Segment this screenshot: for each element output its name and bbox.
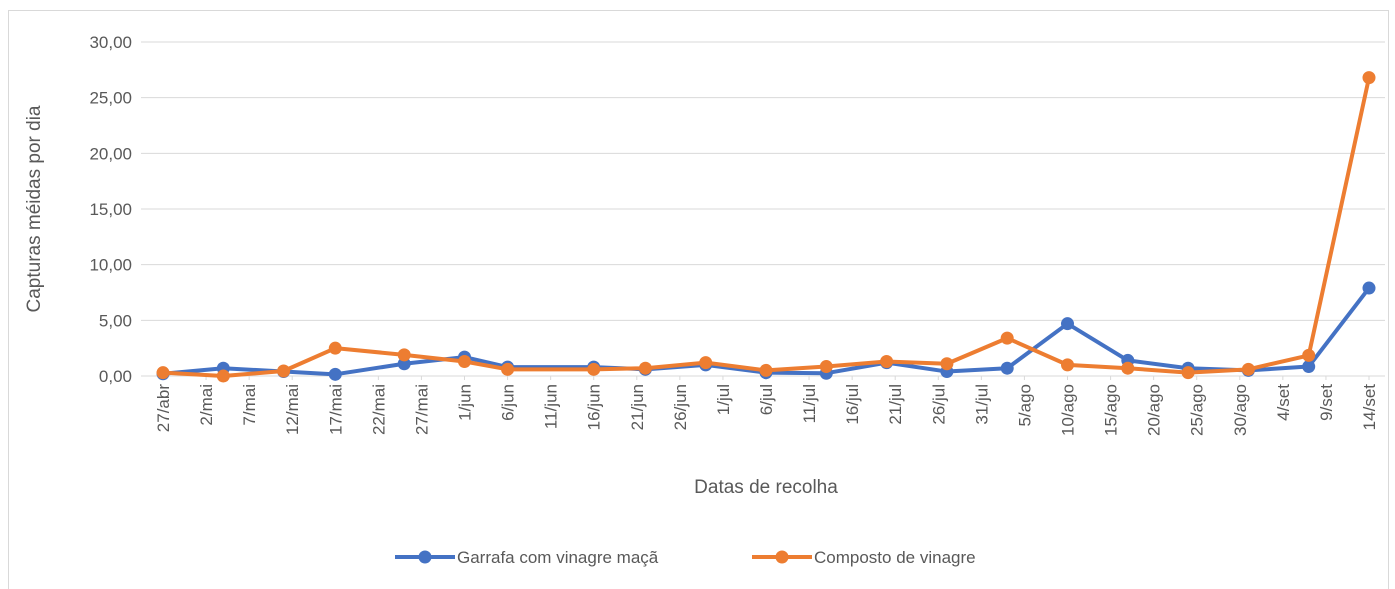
data-point (1121, 361, 1135, 375)
data-point (819, 360, 833, 374)
data-point (1302, 360, 1316, 374)
data-point (940, 357, 954, 371)
x-tick-label: 26/jul (929, 384, 948, 425)
x-tick-label: 7/mai (240, 384, 259, 426)
x-tick-label: 17/mai (326, 384, 345, 435)
x-tick-label: 6/jun (499, 384, 518, 421)
x-tick-label: 5/ago (1015, 384, 1034, 427)
y-tick-label: 5,00 (99, 311, 132, 330)
data-point (1000, 331, 1014, 345)
x-tick-label: 9/set (1317, 384, 1336, 421)
x-tick-label: 22/mai (369, 384, 388, 435)
data-point (638, 361, 652, 375)
data-point (397, 357, 411, 371)
series-line (162, 286, 1371, 377)
x-tick-label: 11/jun (542, 384, 561, 429)
data-point (156, 366, 170, 380)
x-tick-label: 10/ago (1059, 384, 1078, 436)
x-axis-title: Datas de recolha (694, 477, 838, 498)
legend-marker (775, 550, 789, 564)
y-axis-title: Capturas méidas por dia (24, 105, 45, 312)
x-tick-label: 21/jun (628, 384, 647, 430)
data-point (1061, 317, 1074, 331)
data-point (1000, 361, 1014, 375)
y-tick-label: 20,00 (89, 144, 132, 163)
data-point (587, 362, 601, 376)
x-tick-label: 6/jul (757, 384, 776, 415)
series-line (162, 77, 1371, 378)
y-tick-label: 30,00 (89, 33, 132, 52)
x-tick-label: 25/ago (1188, 384, 1207, 436)
data-point (501, 362, 515, 376)
x-tick-label: 31/jul (972, 384, 991, 425)
x-tick-label: 14/set (1360, 384, 1379, 431)
x-tick-label: 16/jul (843, 384, 862, 425)
y-tick-label: 0,00 (99, 367, 132, 386)
x-tick-label: 16/jun (585, 384, 604, 430)
data-point (699, 356, 713, 370)
y-tick-label: 25,00 (89, 89, 132, 108)
x-tick-label: 27/mai (412, 384, 431, 435)
x-tick-label: 20/ago (1145, 384, 1164, 436)
data-point (759, 363, 773, 377)
legend-marker (418, 550, 432, 564)
x-tick-label: 11/jul (800, 384, 819, 423)
data-point (277, 364, 291, 378)
x-tick-label: 26/jun (671, 384, 690, 430)
data-point (1362, 71, 1376, 85)
data-point (1302, 348, 1316, 362)
data-point (328, 367, 342, 381)
data-point (880, 355, 894, 369)
y-tick-label: 15,00 (89, 200, 132, 219)
x-tick-label: 1/jul (714, 384, 733, 415)
data-point (216, 369, 230, 383)
data-point (1241, 362, 1255, 376)
y-tick-label: 10,00 (89, 256, 132, 275)
chart-border (8, 10, 1389, 589)
x-tick-label: 4/set (1274, 384, 1293, 421)
legend-label: Garrafa com vinagre maçã (457, 548, 659, 567)
data-point (1061, 358, 1074, 372)
legend-label: Composto de vinagre (814, 548, 976, 567)
x-tick-label: 12/mai (283, 384, 302, 435)
data-point (1362, 281, 1376, 295)
x-tick-label: 21/jul (886, 384, 905, 425)
x-tick-label: 1/jun (456, 384, 475, 421)
data-point (328, 341, 342, 355)
x-tick-label: 15/ago (1102, 384, 1121, 436)
data-point (397, 348, 411, 362)
data-point (458, 355, 471, 369)
x-tick-label: 30/ago (1231, 384, 1250, 436)
x-tick-label: 27/abr (154, 384, 173, 433)
data-point (1181, 366, 1195, 380)
x-tick-label: 2/mai (197, 384, 216, 426)
